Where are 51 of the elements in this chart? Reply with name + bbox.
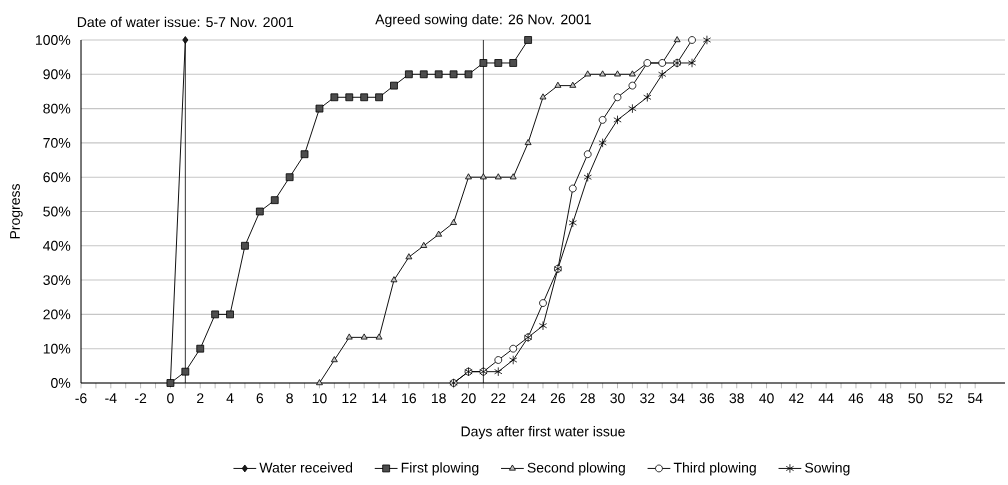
x-tick-label: 28 (580, 393, 595, 404)
legend-label: First plowing (401, 462, 479, 476)
y-tick-label: 50% (43, 206, 71, 217)
x-tick-label: 50 (908, 393, 923, 404)
y-tick-label: 70% (43, 137, 71, 148)
x-tick-label: -2 (135, 393, 147, 404)
y-tick-label: 90% (43, 69, 71, 80)
x-tick-label: 26 (550, 393, 566, 404)
legend-label: Second plowing (527, 462, 625, 476)
x-tick-label: 30 (610, 393, 625, 404)
x-tick-label: 32 (640, 393, 655, 404)
x-axis-title: Days after first water issue (461, 426, 625, 440)
y-tick-label: 60% (43, 172, 71, 183)
x-tick-label: 48 (878, 393, 893, 404)
x-tick-label: 22 (491, 393, 506, 404)
y-tick-label: 30% (43, 275, 71, 286)
x-tick-label: 42 (788, 393, 804, 404)
x-tick-label: 54 (967, 393, 983, 404)
y-tick-label: 10% (43, 343, 71, 354)
x-tick-label: 8 (286, 393, 293, 404)
y-tick-label: 20% (43, 309, 71, 320)
y-tick-label: 0% (51, 378, 71, 388)
legend-label: Sowing (805, 462, 850, 476)
legend-label: Third plowing (673, 462, 756, 476)
x-tick-label: 14 (372, 393, 387, 403)
x-tick-label: 0 (167, 393, 174, 404)
x-tick-label: 12 (342, 393, 357, 404)
x-tick-label: 2 (197, 393, 204, 404)
x-tick-label: 36 (699, 393, 715, 404)
x-tick-label: 44 (818, 393, 834, 403)
x-tick-label: 38 (729, 393, 744, 404)
y-tick-label: 80% (43, 103, 71, 114)
x-tick-label: 10 (312, 393, 327, 404)
x-tick-label: 40 (759, 393, 774, 404)
text: Date of water issue: 5-7 Nov. 2001 (77, 16, 294, 28)
x-tick-label: 24 (521, 393, 536, 404)
x-tick-label: 52 (938, 393, 953, 404)
x-tick-label: 34 (669, 393, 685, 404)
x-tick-label: 6 (256, 393, 264, 404)
y-axis-title: Progress (10, 184, 23, 239)
x-tick-label: -4 (105, 393, 117, 403)
legend-label: Water received (259, 462, 353, 473)
x-tick-label: -6 (75, 393, 87, 404)
x-tick-label: 16 (402, 393, 417, 404)
x-tick-label: 4 (226, 393, 234, 403)
y-tick-label: 40% (43, 240, 71, 251)
y-tick-label: 100% (36, 35, 71, 45)
text: Agreed sowing date: 26 Nov. 2001 (375, 14, 591, 28)
x-tick-label: 20 (461, 393, 476, 404)
x-tick-label: 18 (431, 393, 446, 404)
x-tick-label: 46 (848, 393, 864, 404)
